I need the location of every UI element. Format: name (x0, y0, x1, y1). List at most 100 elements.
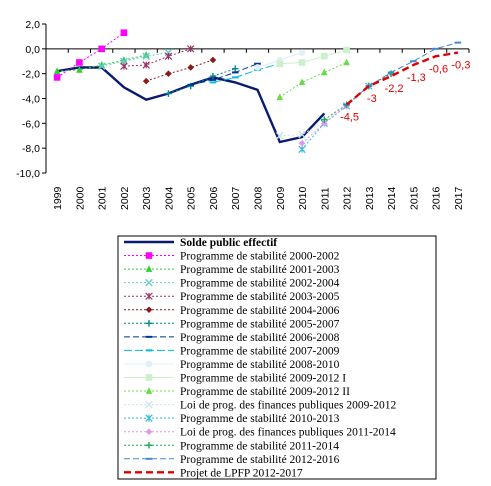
axes: 2,0 0,0 -2,0 -4,0 -6,0 -8,0 -10,0 1999 2000 2001 2… (16, 19, 470, 210)
data-point (120, 62, 128, 70)
data-point (165, 70, 172, 77)
data-point (320, 68, 328, 76)
series-layer (53, 29, 462, 154)
legend: Solde public effectif Programme de stabil… (117, 235, 437, 480)
series-13 (275, 102, 351, 140)
series-11 (276, 46, 350, 68)
y-tick-label: -6,0 (22, 118, 40, 130)
legend-label: Programme de stabilité 2006-2008 (180, 332, 340, 344)
series-line (56, 32, 125, 78)
legend-entry: Programme de stabilité 2003-2005 (124, 291, 340, 303)
data-point (76, 59, 83, 66)
x-tick-label: 2000 (74, 186, 86, 210)
data-point (164, 52, 173, 61)
data-point (145, 252, 153, 259)
legend-entry: Programme de stabilité 2002-2004 (124, 278, 340, 290)
legend-label: Programme de stabilité 2008-2010 (180, 359, 340, 371)
data-point (298, 139, 306, 147)
series-line (123, 48, 191, 67)
series-line (279, 105, 347, 137)
data-point (254, 64, 261, 71)
data-point (76, 66, 83, 73)
series-line (56, 66, 326, 144)
data-point (231, 65, 239, 72)
series-10 (254, 49, 306, 71)
legend-label: Programme de stabilité 2011-2014 (180, 440, 339, 452)
series-2 (53, 29, 128, 81)
x-tick-label: 2005 (186, 186, 198, 210)
y-tick-label: -8,0 (22, 143, 40, 155)
series-6 (142, 56, 217, 85)
data-point (145, 278, 153, 287)
legend-label: Programme de stabilité 2003-2005 (180, 291, 340, 303)
series-5 (120, 45, 195, 70)
legend-label: Programme de stabilité 2000-2002 (180, 251, 340, 263)
series-line (101, 52, 169, 67)
legend-entry: Programme de stabilité 2005-2007 (124, 318, 340, 330)
series-line (279, 49, 347, 65)
data-point (145, 292, 153, 300)
series-line (279, 62, 347, 98)
x-tick-label: 2004 (163, 186, 175, 210)
legend-entry: Programme de stabilité 2000-2002 (124, 251, 340, 263)
series-line (345, 51, 459, 106)
data-point (145, 320, 153, 327)
series-17 (343, 41, 462, 106)
data-point (343, 46, 350, 54)
legend-label: Programme de stabilité 2002-2004 (180, 278, 340, 290)
data-point (320, 116, 328, 123)
legend-entry: Solde public effectif (124, 237, 277, 249)
data-point (145, 428, 153, 435)
legend-label: Programme de stabilité 2001-2003 (180, 264, 340, 276)
data-point (145, 374, 153, 381)
data-point (298, 78, 306, 86)
data-point (145, 400, 153, 409)
data-label: -2,2 (385, 83, 404, 95)
x-tick-label: 2017 (453, 186, 465, 210)
legend-label: Programme de stabilité 2004-2006 (180, 305, 340, 317)
data-point (98, 45, 105, 53)
x-tick-label: 2013 (364, 186, 376, 210)
data-point (165, 90, 172, 97)
data-point (142, 61, 150, 69)
series-line (190, 63, 258, 86)
data-point (298, 130, 306, 139)
data-label: -0,6 (429, 63, 448, 75)
legend-entry: Programme de stabilité 2006-2008 (124, 332, 340, 344)
data-point (120, 29, 128, 36)
data-point (145, 360, 153, 368)
legend-label: Programme de stabilité 2005-2007 (180, 318, 340, 330)
data-point (187, 64, 195, 71)
series-line (212, 63, 280, 83)
legend-entry: Projet de LPFP 2012-2017 (124, 467, 303, 479)
legend-label: Projet de LPFP 2012-2017 (180, 467, 303, 479)
data-point (275, 131, 284, 140)
legend-label: Programme de stabilité 2007-2009 (180, 345, 340, 357)
data-point (320, 52, 328, 60)
series-line (346, 42, 459, 106)
data-point (276, 60, 284, 68)
series-line (146, 59, 214, 82)
x-tick-label: 2012 (342, 186, 354, 210)
legend-entry: Programme de stabilité 2011-2014 (124, 440, 339, 452)
legend-entry: Programme de stabilité 2009-2012 II (124, 386, 350, 398)
x-tick-label: 2010 (297, 186, 309, 210)
annotation-layer: -4,5 -3 -2,2-1,3-0,6 -0,3 (340, 60, 470, 124)
legend-label: Loi de prog. des finances publiques 2009… (180, 400, 396, 412)
series-8 (187, 62, 261, 86)
series-7 (165, 65, 239, 97)
series-12 (276, 58, 350, 101)
data-point (145, 265, 153, 272)
data-point (145, 414, 153, 422)
y-tick-label: -2,0 (22, 69, 40, 81)
legend-entry: Programme de stabilité 2008-2010 (124, 359, 340, 371)
data-point (298, 49, 306, 56)
y-tick-label: -4,0 (22, 94, 40, 106)
data-point (53, 74, 61, 81)
data-point (298, 145, 306, 154)
x-tick-label: 2016 (431, 186, 443, 210)
x-tick-label: 2006 (208, 186, 220, 210)
y-tick-label: 0,0 (25, 44, 40, 56)
x-tick-label: 2001 (97, 186, 109, 210)
